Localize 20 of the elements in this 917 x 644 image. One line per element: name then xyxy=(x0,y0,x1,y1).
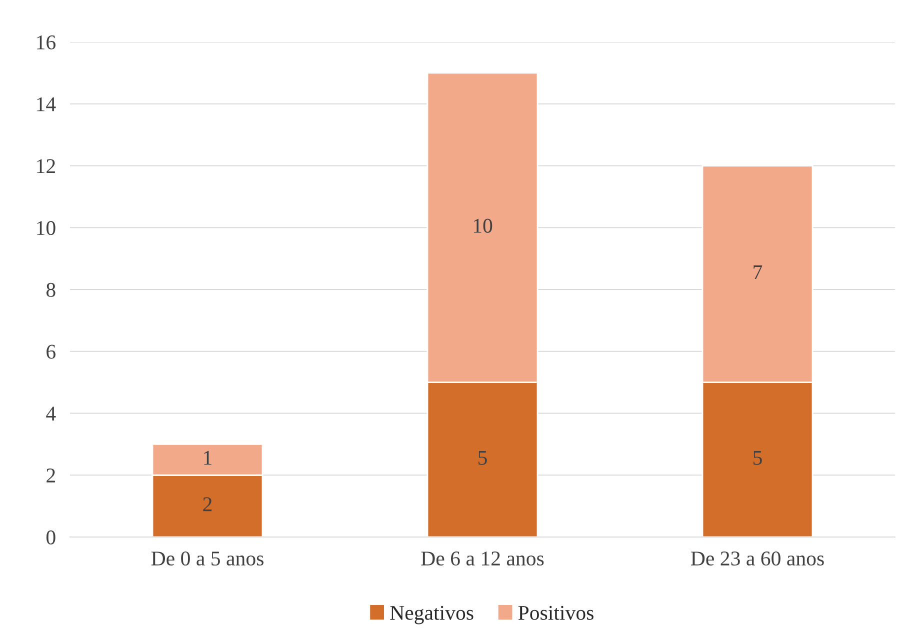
data-label: 10 xyxy=(474,218,492,233)
y-tick-label: 10 xyxy=(37,221,56,236)
legend-label: Negativos xyxy=(390,606,474,624)
y-tick-label: 14 xyxy=(37,97,56,112)
y-tick-label: 16 xyxy=(37,35,56,50)
x-tick-label: De 23 a 60 anos xyxy=(690,551,824,566)
x-tick-label: De 6 a 12 anos xyxy=(421,552,544,566)
data-label: 5 xyxy=(478,451,487,465)
data-label: 1 xyxy=(204,450,212,465)
y-tick-label: 8 xyxy=(46,282,56,297)
y-tick-label: 0 xyxy=(46,530,56,544)
y-tick-label: 6 xyxy=(46,344,56,359)
legend-label: Positivos xyxy=(518,606,594,620)
data-label: 7 xyxy=(754,265,762,280)
data-label: 2 xyxy=(203,497,212,512)
y-tick-label: 4 xyxy=(46,406,56,420)
data-label: 5 xyxy=(754,451,762,465)
x-tick-label: De 0 a 5 anos xyxy=(151,551,264,566)
y-tick-label: 12 xyxy=(37,159,55,173)
y-tick-label: 2 xyxy=(46,468,55,482)
